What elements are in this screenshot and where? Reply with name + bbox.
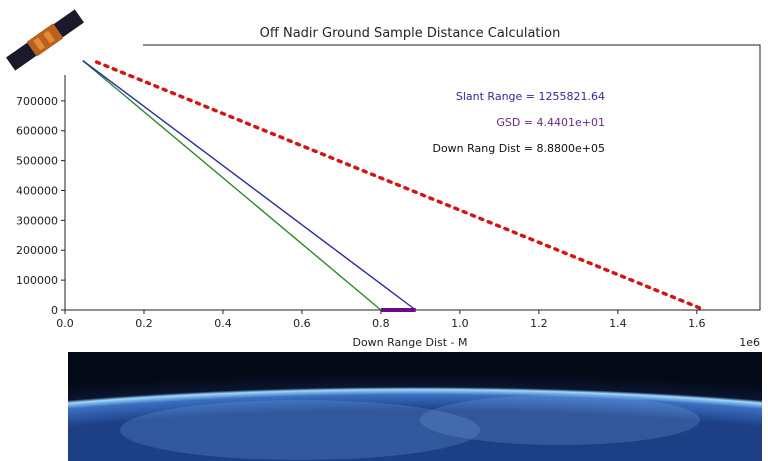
earth-image <box>68 352 762 461</box>
y-tick-label: 600000 <box>16 125 58 138</box>
x-tick-label: 0.2 <box>135 317 153 330</box>
annotation: Slant Range = 1255821.64 <box>456 90 605 103</box>
y-tick-label: 200000 <box>16 244 58 257</box>
series-line-dotted <box>94 60 707 312</box>
x-tick-label: 1.6 <box>688 317 706 330</box>
x-tick-label: 1.0 <box>451 317 469 330</box>
x-scale-label: 1e6 <box>739 336 760 349</box>
y-tick-label: 300000 <box>16 214 58 227</box>
x-axis-label: Down Range Dist - M <box>352 336 467 349</box>
x-tick-label: 0.4 <box>214 317 232 330</box>
x-tick-label: 0.0 <box>56 317 74 330</box>
x-tick-label: 0.6 <box>293 317 311 330</box>
y-tick-label: 400000 <box>16 184 58 197</box>
x-tick-label: 1.2 <box>530 317 548 330</box>
x-tick-label: 1.4 <box>609 317 627 330</box>
series-line-solid <box>82 59 417 311</box>
y-tick-label: 0 <box>51 304 58 317</box>
y-tick-label: 500000 <box>16 155 58 168</box>
series-line-solid <box>82 59 382 311</box>
chart-title: Off Nadir Ground Sample Distance Calcula… <box>260 26 561 41</box>
y-tick-label: 100000 <box>16 274 58 287</box>
annotation: GSD = 4.4401e+01 <box>496 116 605 129</box>
axes-frame <box>64 44 761 311</box>
annotation: Down Rang Dist = 8.8800e+05 <box>432 142 605 155</box>
satellite-icon <box>6 9 84 71</box>
y-tick-label: 700000 <box>16 95 58 108</box>
x-tick-label: 0.8 <box>372 317 390 330</box>
